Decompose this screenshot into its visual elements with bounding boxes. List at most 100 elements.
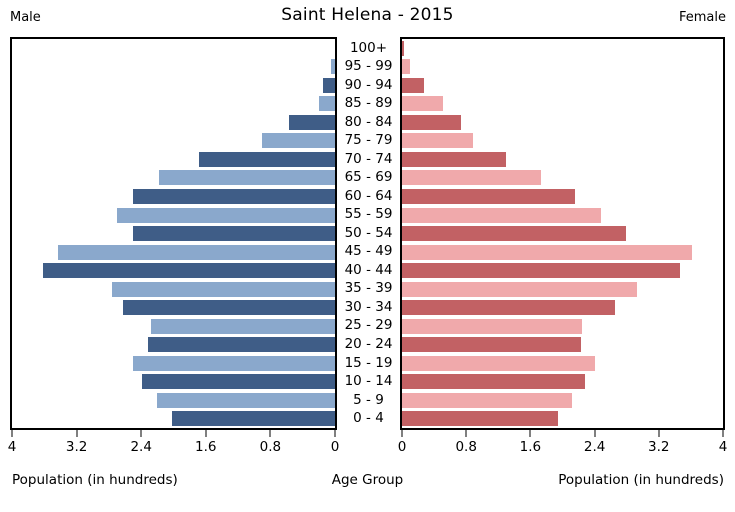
age-group-label-5-9: 5 - 9 [353,391,384,408]
age-group-label-45-49: 45 - 49 [344,243,393,260]
male-bar-row [12,243,335,262]
female-bar-row [402,76,723,95]
age-group-label-80-84: 80 - 84 [344,113,393,130]
age-group-label-0-4: 0 - 4 [353,410,384,427]
age-group-label-85-89: 85 - 89 [344,95,393,112]
female-tick-label-0: 0 [397,439,407,455]
age-group-label-90-94: 90 - 94 [344,76,393,93]
female-tick-mark [401,430,403,437]
male-bar-5-9 [156,392,335,408]
male-bar-row [12,224,335,243]
chart-title: Saint Helena - 2015 [281,5,454,25]
male-bar-80-84 [288,114,335,130]
female-bar-row [402,132,723,151]
age-group-label-20-24: 20 - 24 [344,336,393,353]
male-bar-row [12,187,335,206]
male-axis-title: Population (in hundreds) [12,472,178,488]
female-bar-25-29 [402,318,582,334]
male-bar-row [12,261,335,280]
female-bar-0-4 [402,411,559,427]
female-bar-75-79 [402,133,474,149]
age-group-label-55-59: 55 - 59 [344,206,393,223]
male-tick-mark [269,430,271,437]
female-bar-row [402,169,723,188]
male-bar-row [12,132,335,151]
male-tick-mark [334,430,336,437]
male-bar-row [12,410,335,429]
female-tick-label-4: 4 [718,439,728,455]
female-bar-row [402,224,723,243]
female-tick-label-3.2: 3.2 [648,439,670,455]
female-bar-row [402,354,723,373]
female-axis-title: Population (in hundreds) [558,472,724,488]
age-group-label-25-29: 25 - 29 [344,317,393,334]
age-group-label-15-19: 15 - 19 [344,354,393,371]
male-bar-50-54 [133,226,335,242]
age-group-label-70-74: 70 - 74 [344,150,393,167]
male-bar-25-29 [150,318,335,334]
male-bar-95-99 [330,59,335,75]
female-bar-30-34 [402,300,616,316]
male-tick-label-0: 0 [330,439,340,455]
male-header-label: Male [10,10,41,25]
female-tick-mark [658,430,660,437]
female-bar-85-89 [402,96,443,112]
female-bar-35-39 [402,281,638,297]
male-bar-75-79 [262,133,335,149]
male-bar-row [12,113,335,132]
male-tick-mark [205,430,207,437]
male-bar-row [12,150,335,169]
age-group-label-10-14: 10 - 14 [344,373,393,390]
male-tick-mark [140,430,142,437]
male-bar-row [12,298,335,317]
female-tick-mark [722,430,724,437]
age-group-labels: 100+ 95 - 99 90 - 94 85 - 89 80 - 84 75 - 79 7… [337,39,400,428]
female-bar-row [402,373,723,392]
male-bar-row [12,391,335,410]
male-bar-row [12,317,335,336]
female-bar-100plus [402,40,405,56]
female-bar-row [402,298,723,317]
male-bar-40-44 [42,263,335,279]
female-bar-row [402,243,723,262]
female-bar-row [402,261,723,280]
female-tick-label-1.6: 1.6 [519,439,542,455]
male-bar-row [12,373,335,392]
age-group-label-95-99: 95 - 99 [344,58,393,75]
female-bar-row [402,280,723,299]
male-bar-30-34 [123,300,335,316]
male-bar-row [12,336,335,355]
male-bar-row [12,354,335,373]
male-bar-20-24 [147,337,335,353]
female-bar-40-44 [402,263,680,279]
male-bar-90-94 [322,77,335,93]
male-bar-row [12,76,335,95]
male-bar-35-39 [112,281,335,297]
male-tick-label-2.4: 2.4 [130,439,152,455]
age-group-label-65-69: 65 - 69 [344,169,393,186]
female-bar-row [402,336,723,355]
female-bar-20-24 [402,337,581,353]
male-bar-row [12,206,335,225]
female-bar-row [402,113,723,132]
male-bar-row [12,169,335,188]
male-bar-row [12,95,335,114]
female-bar-55-59 [402,207,602,223]
female-tick-label-2.4: 2.4 [583,439,606,455]
male-x-axis: 4 3.2 2.4 1.6 0.8 0 [8,430,339,460]
male-bar-15-19 [133,355,335,371]
female-bar-70-74 [402,151,507,167]
female-bar-row [402,95,723,114]
female-tick-mark [594,430,596,437]
male-bar-0-4 [171,411,335,427]
male-tick-label-4: 4 [7,439,17,455]
age-group-axis-title: Age Group [331,472,404,488]
male-bar-row [12,280,335,299]
female-bars-panel [400,37,725,430]
age-group-label-40-44: 40 - 44 [344,261,393,278]
male-bar-55-59 [116,207,335,223]
male-bar-45-49 [58,244,335,260]
age-group-label-50-54: 50 - 54 [344,224,393,241]
age-group-label-100plus: 100+ [349,39,388,56]
